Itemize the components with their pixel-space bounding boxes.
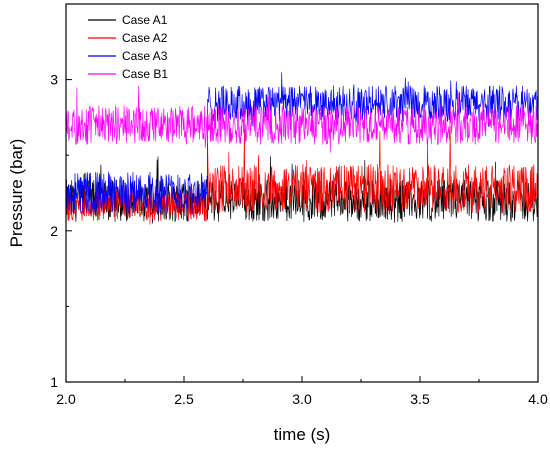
x-axis-title: time (s) xyxy=(274,425,331,444)
legend: Case A1 Case A2 Case A3 Case B1 xyxy=(88,13,168,81)
y-axis-title: Pressure (bar) xyxy=(7,139,26,248)
legend-label: Case B1 xyxy=(122,67,168,81)
x-tick-label: 2.0 xyxy=(56,391,76,407)
y-tick-label: 3 xyxy=(50,72,58,88)
series-line-1 xyxy=(66,156,538,224)
legend-label: Case A2 xyxy=(122,31,168,45)
x-axis-ticks: 2.0 2.5 3.0 3.5 4.0 xyxy=(56,376,548,407)
y-axis-ticks: 1 2 3 xyxy=(50,72,72,390)
x-tick-label: 3.5 xyxy=(410,391,430,407)
legend-label: Case A1 xyxy=(122,13,168,27)
legend-label: Case A3 xyxy=(122,49,168,63)
series-layer xyxy=(66,72,538,225)
x-tick-label: 3.0 xyxy=(292,391,312,407)
series-line-4 xyxy=(66,85,538,153)
x-tick-label: 2.5 xyxy=(174,391,194,407)
y-tick-label: 1 xyxy=(50,374,58,390)
y-tick-label: 2 xyxy=(50,223,58,239)
x-tick-label: 4.0 xyxy=(528,391,548,407)
